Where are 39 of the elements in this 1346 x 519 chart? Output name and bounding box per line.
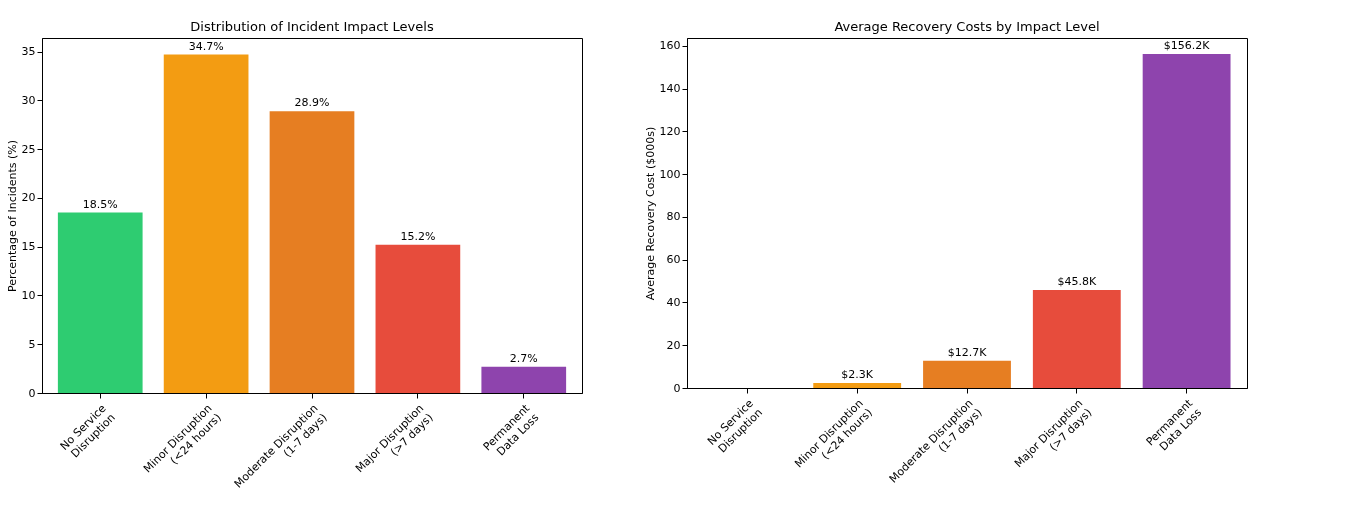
y-tick-label: 25: [21, 142, 36, 156]
y-tick-label: 40: [666, 295, 681, 309]
bar: [813, 383, 902, 388]
y-tick-label: 10: [21, 288, 36, 302]
chart-title: Distribution of Incident Impact Levels: [190, 19, 434, 34]
bar: [481, 366, 567, 393]
y-tick-label: 160: [659, 39, 681, 53]
bar: [57, 212, 143, 393]
y-tick-label: 5: [28, 337, 36, 351]
y-tick-label: 60: [666, 253, 681, 267]
y-axis-title: Percentage of Incidents (%): [5, 139, 19, 293]
bar: [163, 54, 249, 393]
y-tick-label: 35: [21, 45, 36, 59]
y-tick-label: 140: [659, 82, 681, 96]
data-label: $2.3K: [841, 368, 874, 382]
bar: [375, 244, 461, 393]
y-tick-label: 0: [673, 381, 681, 395]
y-axis-title: Average Recovery Cost ($000s): [643, 126, 657, 301]
y-tick-label: 15: [21, 240, 36, 254]
data-label: $12.7K: [947, 345, 988, 359]
data-label: 15.2%: [400, 229, 436, 243]
y-tick-label: 20: [21, 191, 36, 205]
y-tick-label: 120: [659, 124, 681, 138]
data-label: 34.7%: [188, 39, 224, 53]
data-label: 2.7%: [509, 351, 538, 365]
y-tick-label: 30: [21, 93, 36, 107]
y-tick-label: 0: [28, 386, 36, 400]
data-label: 28.9%: [294, 96, 330, 110]
bar: [1142, 54, 1231, 388]
y-tick-label: 100: [659, 167, 681, 181]
bar: [269, 111, 355, 393]
data-label: 18.5%: [82, 197, 118, 211]
y-tick-label: 80: [666, 210, 681, 224]
y-tick-label: 20: [666, 338, 681, 352]
bar: [1032, 290, 1121, 388]
chart-title: Average Recovery Costs by Impact Level: [834, 19, 1100, 34]
data-label: $156.2K: [1163, 39, 1211, 53]
bar: [923, 360, 1011, 388]
data-label: $45.8K: [1057, 275, 1097, 289]
